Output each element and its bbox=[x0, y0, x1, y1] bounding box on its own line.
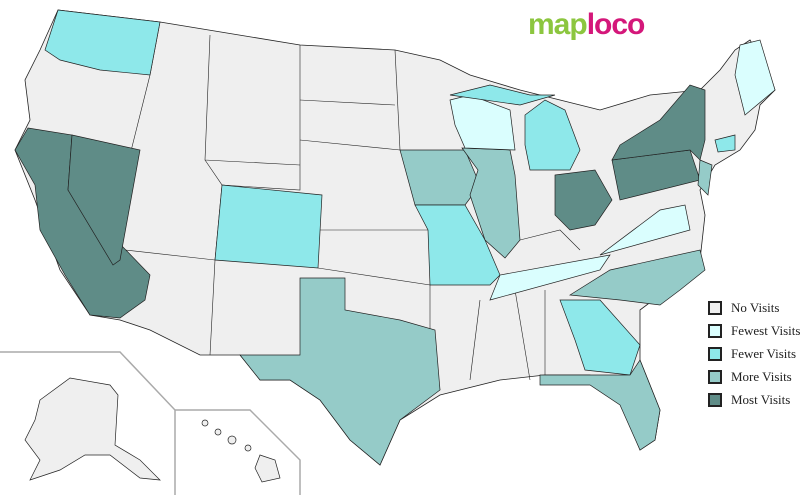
state-AK[interactable] bbox=[24, 377, 161, 481]
legend-label: Fewest Visits bbox=[731, 322, 800, 338]
state-MI[interactable] bbox=[524, 99, 581, 171]
legend-swatch bbox=[708, 369, 722, 384]
legend-swatch bbox=[708, 323, 722, 338]
state-VA[interactable] bbox=[599, 204, 691, 256]
state-MO[interactable] bbox=[414, 204, 501, 286]
state-TN[interactable] bbox=[489, 254, 611, 301]
legend-item: Fewer Visits bbox=[708, 342, 800, 365]
state-HI[interactable] bbox=[201, 419, 281, 483]
state-CO[interactable] bbox=[214, 184, 323, 269]
state-TX[interactable] bbox=[239, 277, 441, 466]
state-NV[interactable] bbox=[67, 134, 141, 266]
legend-label: Fewer Visits bbox=[731, 345, 797, 361]
state-IL[interactable] bbox=[461, 147, 521, 259]
legend-item: Fewest Visits bbox=[708, 319, 800, 342]
state-NY[interactable] bbox=[611, 84, 706, 161]
legend-item: Most Visits bbox=[708, 388, 800, 411]
state-WA[interactable] bbox=[44, 9, 161, 76]
legend: No Visits Fewest Visits Fewer Visits More V… bbox=[708, 296, 800, 411]
state-MI[interactable] bbox=[449, 84, 556, 106]
state-OH[interactable] bbox=[554, 169, 613, 231]
legend-label: Most Visits bbox=[731, 391, 791, 407]
legend-swatch bbox=[708, 346, 722, 361]
legend-swatch bbox=[708, 300, 722, 315]
legend-swatch bbox=[708, 392, 722, 407]
state-NJ[interactable] bbox=[697, 159, 713, 196]
state-NC[interactable] bbox=[568, 249, 706, 306]
state-FL[interactable] bbox=[539, 359, 661, 451]
alaska-inset-border bbox=[0, 351, 176, 495]
legend-item: No Visits bbox=[708, 296, 800, 319]
legend-label: No Visits bbox=[731, 299, 780, 315]
legend-item: More Visits bbox=[708, 365, 800, 388]
legend-label: More Visits bbox=[731, 368, 792, 384]
state-ME[interactable] bbox=[734, 39, 776, 116]
hawaii-inset-border bbox=[175, 409, 301, 495]
state-CT[interactable] bbox=[714, 134, 736, 153]
maploco-logo[interactable]: maploco bbox=[528, 8, 645, 41]
